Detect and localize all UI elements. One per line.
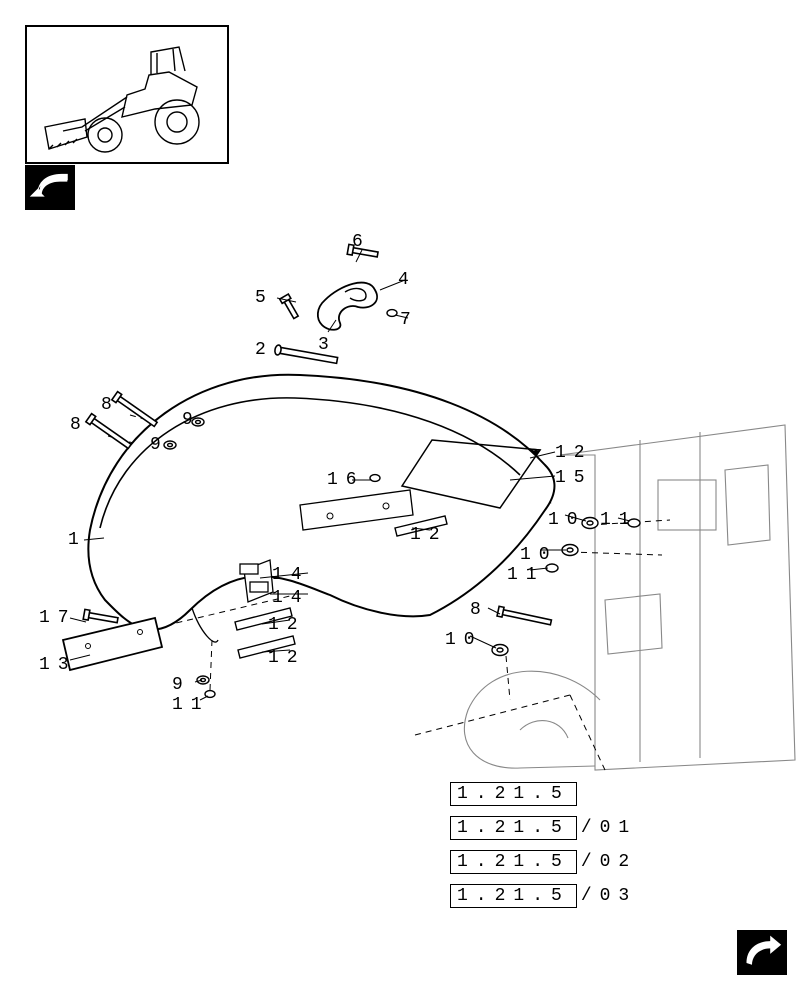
callout-9: 9 (150, 435, 169, 455)
callout-2: 2 (255, 340, 274, 360)
callout-16: 16 (327, 470, 365, 490)
callout-17: 17 (39, 608, 77, 628)
callout-12: 12 (268, 648, 306, 668)
exploded-diagram (0, 0, 812, 1000)
callout-10: 10 (548, 510, 586, 530)
callout-5: 5 (255, 288, 274, 308)
callout-12: 12 (410, 525, 448, 545)
callout-10: 10 (445, 630, 483, 650)
reference-row-0: 1.21.5 (450, 782, 577, 806)
callout-6: 6 (352, 232, 371, 252)
page: 6452378899161215114141210111011171213128… (0, 0, 812, 1000)
reference-suffix: /01 (581, 818, 637, 838)
callout-14: 14 (272, 565, 310, 585)
reference-suffix: /03 (581, 886, 637, 906)
reference-box: 1.21.5 (450, 782, 577, 806)
callout-1: 1 (68, 530, 87, 550)
plate-13 (63, 618, 162, 670)
callout-7: 7 (400, 310, 419, 330)
reference-row-1: 1.21.5/01 (450, 816, 637, 840)
reference-box: 1.21.5 (450, 816, 577, 840)
callout-9: 9 (172, 675, 191, 695)
callout-11: 11 (172, 695, 210, 715)
callout-10: 10 (520, 545, 558, 565)
reference-suffix: /02 (581, 852, 637, 872)
reference-box: 1.21.5 (450, 884, 577, 908)
callout-8: 8 (70, 415, 89, 435)
callout-8: 8 (470, 600, 489, 620)
callout-11: 11 (600, 510, 638, 530)
callout-14: 14 (272, 588, 310, 608)
reference-row-2: 1.21.5/02 (450, 850, 637, 874)
callout-13: 13 (39, 655, 77, 675)
callout-12: 12 (555, 443, 593, 463)
bracket-hook (318, 283, 377, 330)
callout-12: 12 (268, 615, 306, 635)
callout-3: 3 (318, 335, 337, 355)
callout-4: 4 (398, 270, 417, 290)
reference-row-3: 1.21.5/03 (450, 884, 637, 908)
callout-11: 11 (507, 565, 545, 585)
callout-9: 9 (182, 410, 201, 430)
callout-15: 15 (555, 468, 593, 488)
reference-box: 1.21.5 (450, 850, 577, 874)
callout-8: 8 (101, 395, 120, 415)
